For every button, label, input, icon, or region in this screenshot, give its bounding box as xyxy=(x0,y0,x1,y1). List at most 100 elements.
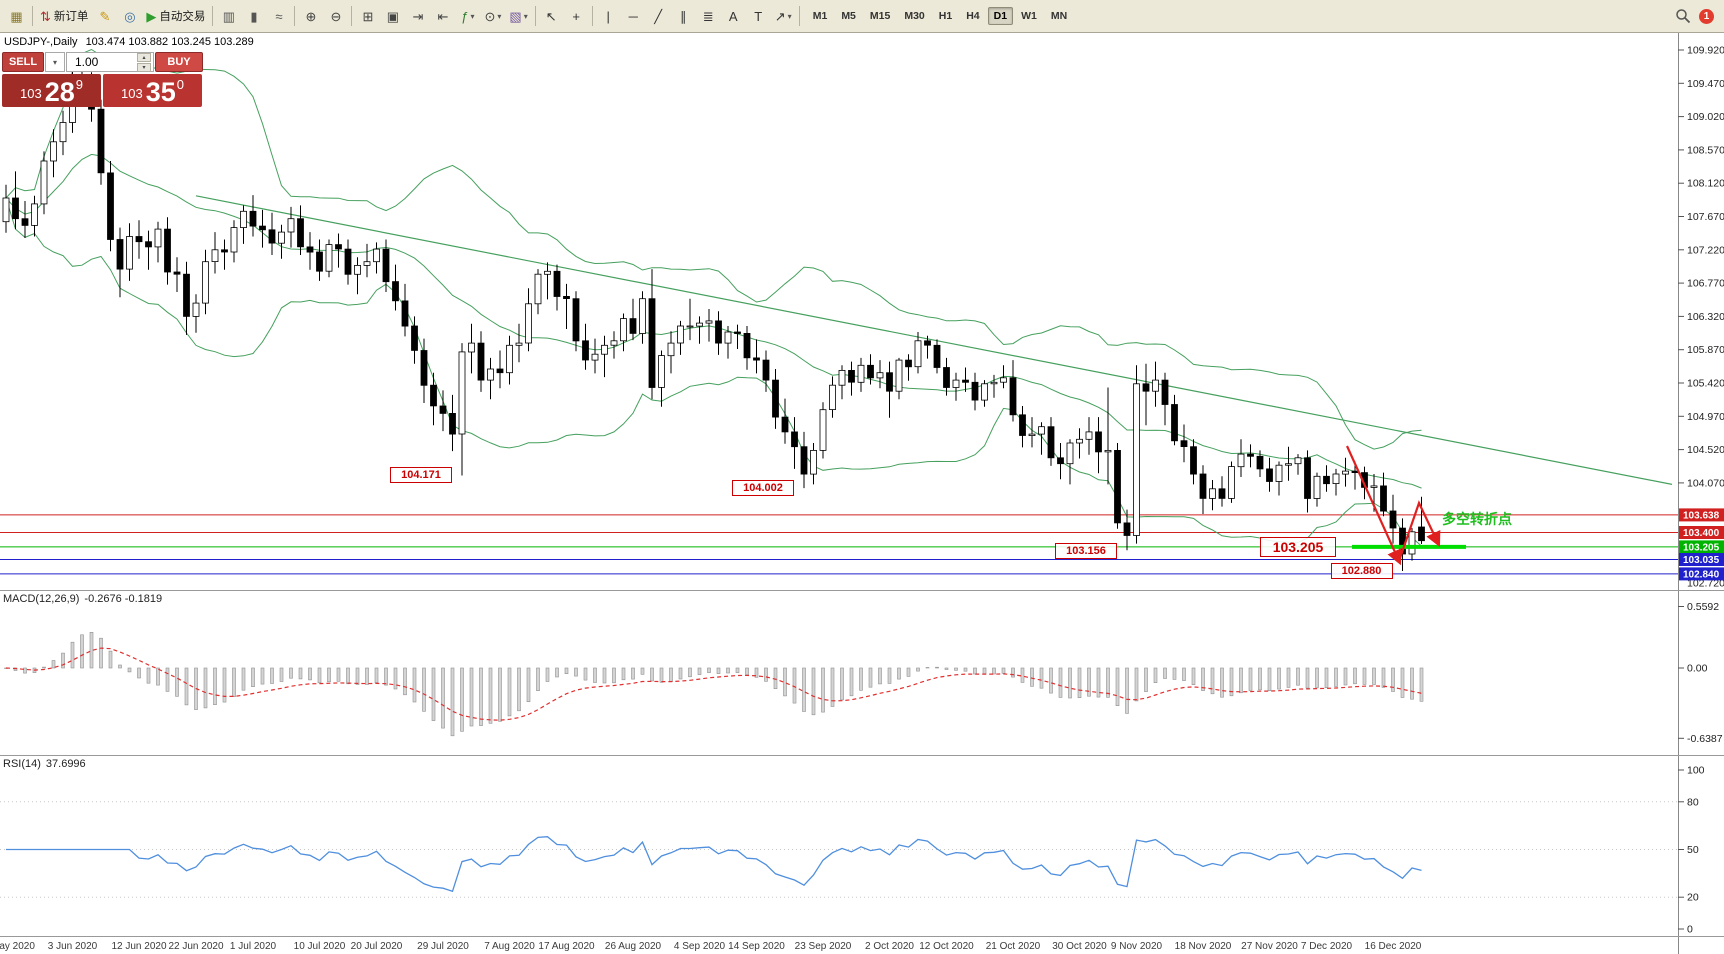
chart-shift-icon: ⇤ xyxy=(437,8,449,24)
new-order-button[interactable]: ⇅ 新订单 xyxy=(37,5,91,28)
crosshair-button[interactable]: + xyxy=(565,5,588,28)
volume-up-button[interactable]: ▴ xyxy=(137,52,151,62)
indicators-button[interactable]: ƒ ▾ xyxy=(456,5,479,28)
buy-price-sup: 0 xyxy=(176,77,184,92)
volume-input[interactable]: 1.00 ▴ ▾ xyxy=(66,52,154,72)
buy-button[interactable]: BUY xyxy=(155,52,203,72)
volume-value: 1.00 xyxy=(75,55,99,69)
market-news-button[interactable]: ◎ xyxy=(118,5,141,28)
fibonacci-button[interactable]: ≣ xyxy=(697,5,720,28)
toolbar-separator xyxy=(32,6,33,26)
price-annotation[interactable]: 104.171 xyxy=(390,467,452,483)
trendline-icon: ╱ xyxy=(654,8,663,24)
zoom-in-icon: ⊕ xyxy=(305,8,317,24)
bar-chart-button[interactable]: ▥ xyxy=(217,5,240,28)
equidistant-channel-icon: ∥ xyxy=(679,8,687,24)
svg-text:104.070: 104.070 xyxy=(1687,477,1724,489)
svg-text:17 Aug 2020: 17 Aug 2020 xyxy=(538,941,595,952)
volume-down-button[interactable]: ▾ xyxy=(137,62,151,72)
sell-price-main: 28 xyxy=(44,77,75,107)
equidistant-channel-button[interactable]: ∥ xyxy=(672,5,695,28)
toolbar-separator xyxy=(212,6,214,26)
chevron-down-icon: ▾ xyxy=(52,57,57,67)
text-label-button[interactable]: T xyxy=(747,5,770,28)
arrows-icon: ↗ xyxy=(774,8,786,24)
auto-trading-button[interactable]: ▶ 自动交易 xyxy=(143,5,208,28)
cascade-windows-icon: ▣ xyxy=(386,8,400,24)
indicators-icon: ƒ xyxy=(461,8,469,24)
timeframe-m1-button[interactable]: M1 xyxy=(812,10,828,22)
svg-text:103.205: 103.205 xyxy=(1683,542,1720,553)
price-annotation[interactable]: 104.002 xyxy=(732,480,794,496)
chart-symbol-header: USDJPY-,Daily 103.474 103.882 103.245 103… xyxy=(4,36,254,48)
rsi-indicator-label: RSI(14) 37.6996 xyxy=(3,758,86,770)
buy-price-prefix: 103 xyxy=(121,86,143,101)
svg-text:103.638: 103.638 xyxy=(1683,510,1720,521)
svg-text:106.320: 106.320 xyxy=(1687,311,1724,323)
zoom-out-button[interactable]: ⊖ xyxy=(324,5,347,28)
toolbar-separator xyxy=(294,6,296,26)
chart-shift-button[interactable]: ⇤ xyxy=(431,5,454,28)
ohlc-values: 103.474 103.882 103.245 103.289 xyxy=(85,36,254,48)
charts-list-button[interactable]: ✎ xyxy=(93,5,116,28)
cursor-icon: ↖ xyxy=(545,8,557,24)
sell-price-sup: 9 xyxy=(75,77,83,92)
zoom-in-button[interactable]: ⊕ xyxy=(299,5,322,28)
buy-price-display[interactable]: 103 35 0 xyxy=(103,74,202,107)
timeframe-m15-button[interactable]: M15 xyxy=(869,10,891,22)
toolbar-buttons: ▦ ⇅ 新订单 ✎ ◎ ▶ 自动交易 ▥ ▮ ≈ ⊕ ⊖ ⊞ ▣ ⇥ ⇤ ƒ ▾ ⊙ ▾ ▧ ▾ ↖ + | ─ ╱ ∥ ≣ A T ↗ ▾ xyxy=(4,5,803,28)
svg-text:100: 100 xyxy=(1687,765,1705,777)
timeframe-d1-button[interactable]: D1 xyxy=(987,7,1014,25)
timeframe-m5-button[interactable]: M5 xyxy=(841,10,856,22)
svg-text:105.870: 105.870 xyxy=(1687,344,1724,356)
search-icon[interactable] xyxy=(1675,8,1691,24)
order-type-dropdown[interactable]: ▾ xyxy=(45,52,65,72)
timeframe-mn-button[interactable]: MN xyxy=(1050,10,1068,22)
price-annotation[interactable]: 103.205 xyxy=(1260,537,1336,557)
notification-badge[interactable]: 1 xyxy=(1699,8,1714,24)
periods-icon: ⊙ xyxy=(484,8,496,24)
trendline-button[interactable]: ╱ xyxy=(647,5,670,28)
svg-text:102.840: 102.840 xyxy=(1683,569,1720,580)
new-order-button-label: 新订单 xyxy=(53,11,89,23)
rsi-title: RSI(14) xyxy=(3,758,41,770)
svg-text:21 Oct 2020: 21 Oct 2020 xyxy=(986,941,1041,952)
timeframe-m30-button[interactable]: M30 xyxy=(904,10,925,22)
price-annotation[interactable]: 103.156 xyxy=(1055,543,1117,559)
sell-price-prefix: 103 xyxy=(20,86,42,101)
svg-text:30 Oct 2020: 30 Oct 2020 xyxy=(1052,941,1107,952)
periods-button[interactable]: ⊙ ▾ xyxy=(481,5,504,28)
line-chart-icon: ≈ xyxy=(275,8,283,24)
templates-button[interactable]: ▧ ▾ xyxy=(506,5,530,28)
timeframe-h4-button[interactable]: H4 xyxy=(966,10,980,22)
price-annotation[interactable]: 102.880 xyxy=(1330,563,1393,579)
svg-text:1 Jul 2020: 1 Jul 2020 xyxy=(230,941,277,952)
svg-text:20 Jul 2020: 20 Jul 2020 xyxy=(351,941,403,952)
timeframe-h1-button[interactable]: H1 xyxy=(938,10,953,22)
chevron-down-icon: ▾ xyxy=(470,11,475,21)
arrows-button[interactable]: ↗ ▾ xyxy=(772,5,795,28)
candlestick-chart-button[interactable]: ▮ xyxy=(242,5,265,28)
text-button[interactable]: A xyxy=(722,5,745,28)
tile-windows-button[interactable]: ⊞ xyxy=(356,5,379,28)
svg-text:103.400: 103.400 xyxy=(1683,528,1720,539)
horizontal-line-button[interactable]: ─ xyxy=(622,5,645,28)
svg-text:9 Nov 2020: 9 Nov 2020 xyxy=(1111,941,1163,952)
svg-text:105.420: 105.420 xyxy=(1687,378,1724,390)
sell-button[interactable]: SELL xyxy=(2,52,44,72)
line-chart-button[interactable]: ≈ xyxy=(267,5,290,28)
auto-scroll-button[interactable]: ⇥ xyxy=(406,5,429,28)
svg-text:27 Nov 2020: 27 Nov 2020 xyxy=(1241,941,1298,952)
svg-text:103.035: 103.035 xyxy=(1683,555,1720,566)
chart-note-text[interactable]: 多空转折点 xyxy=(1442,511,1512,527)
vertical-line-button[interactable]: | xyxy=(597,5,620,28)
svg-text:4 Sep 2020: 4 Sep 2020 xyxy=(674,941,726,952)
cascade-windows-button[interactable]: ▣ xyxy=(381,5,404,28)
cursor-button[interactable]: ↖ xyxy=(540,5,563,28)
text-label-icon: T xyxy=(754,8,763,24)
new-chart-button[interactable]: ▦ xyxy=(5,5,28,28)
sell-price-display[interactable]: 103 28 9 xyxy=(2,74,101,107)
timeframe-w1-button[interactable]: W1 xyxy=(1021,10,1037,22)
